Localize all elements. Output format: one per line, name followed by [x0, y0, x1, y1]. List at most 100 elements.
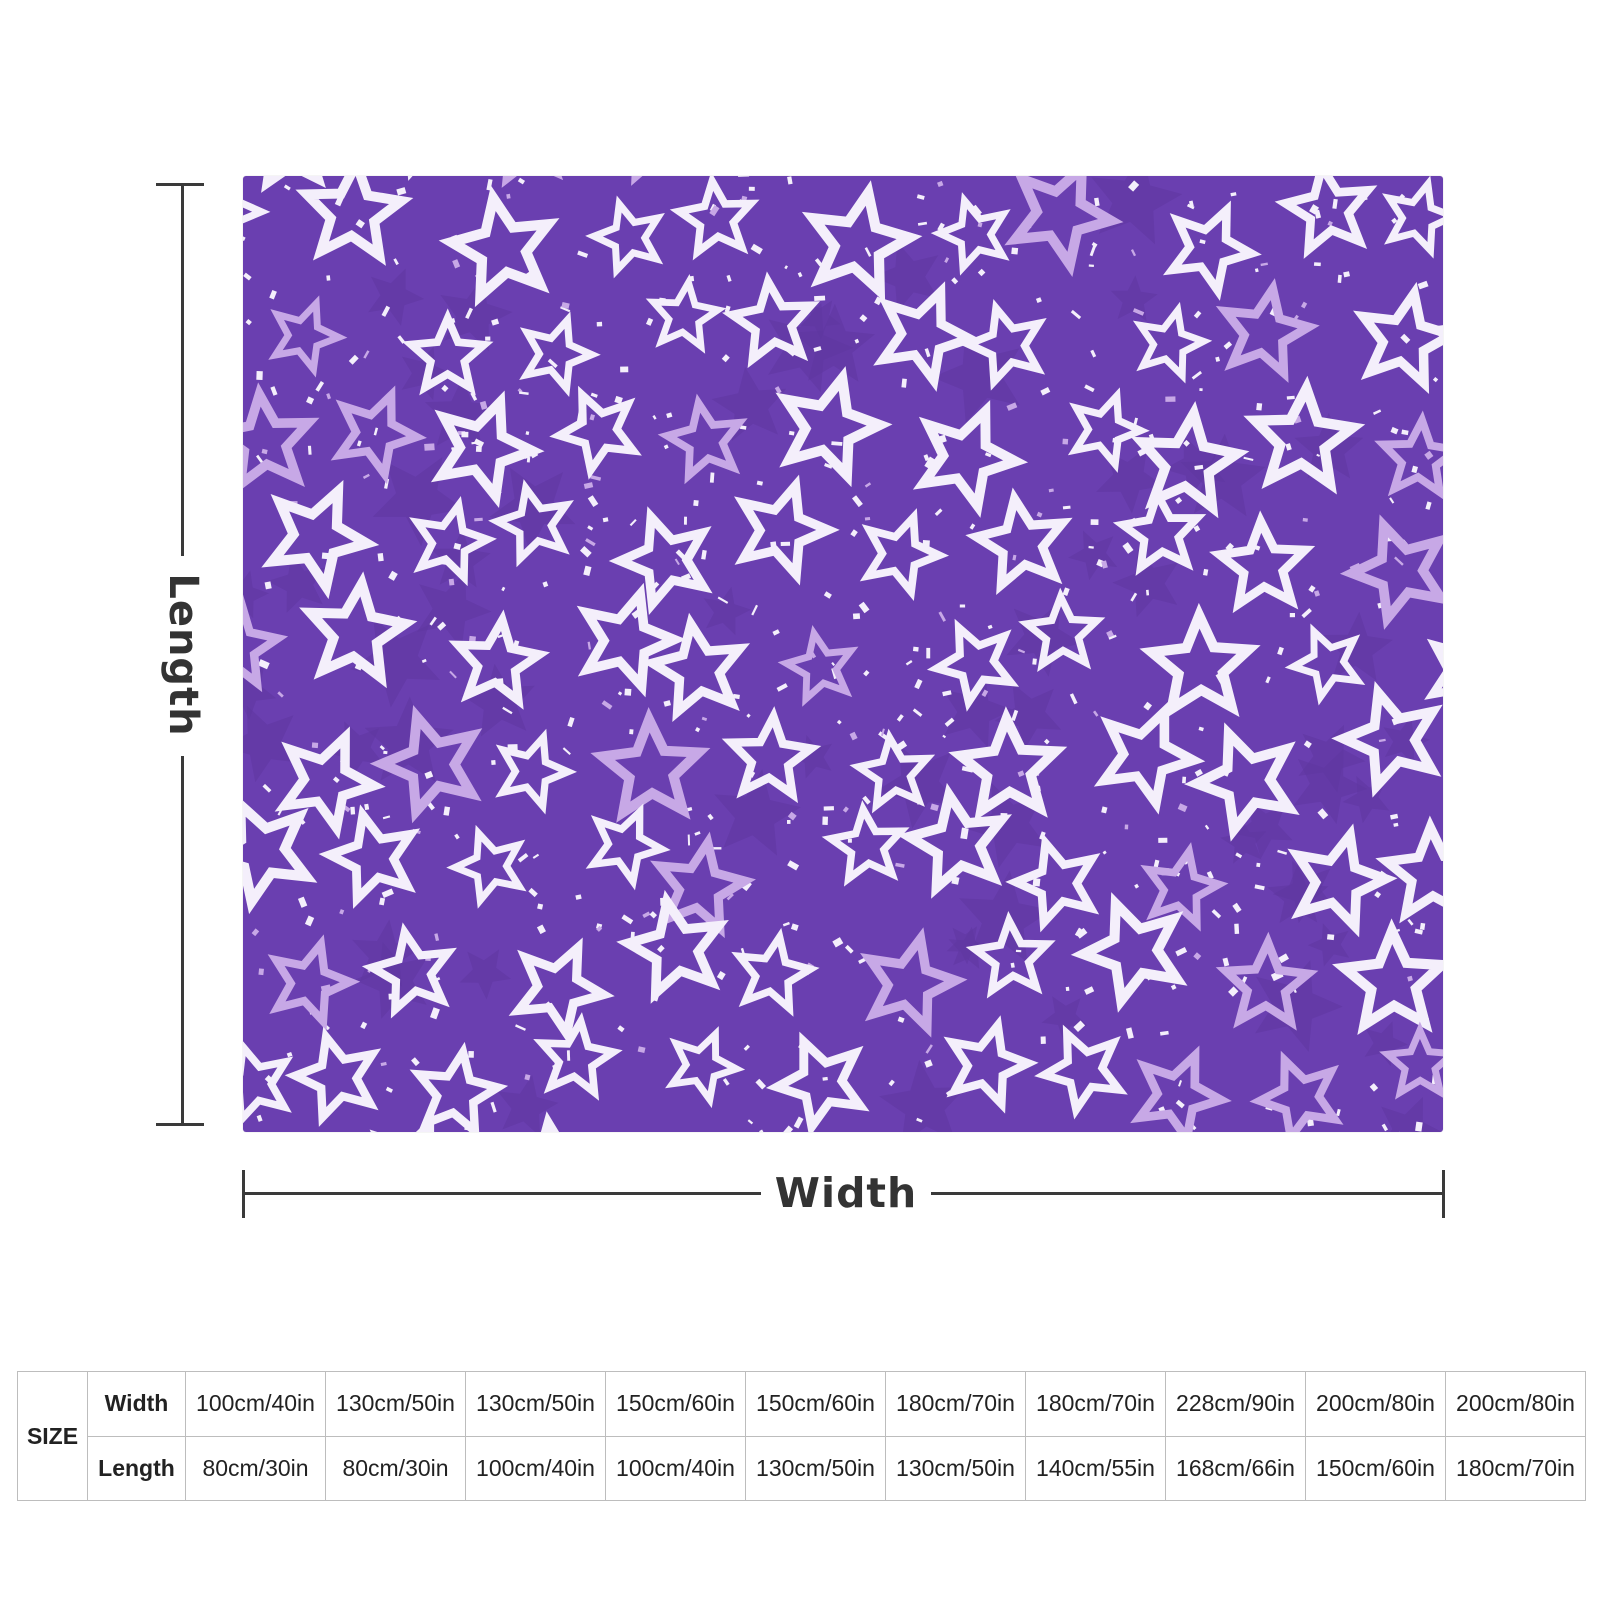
dark-star: [372, 457, 465, 547]
white-star: [549, 385, 642, 480]
confetti-fleck: [901, 378, 907, 388]
blanket-image: [243, 176, 1443, 1132]
width-cell: 100cm/40in: [185, 1371, 326, 1437]
confetti-fleck: [780, 541, 791, 547]
lilac-star: [1215, 931, 1319, 1031]
confetti-fleck: [1424, 450, 1434, 460]
confetti-fleck: [621, 914, 634, 925]
width-cell: 150cm/60in: [605, 1371, 746, 1437]
confetti-fleck: [823, 591, 832, 599]
confetti-fleck: [1419, 922, 1426, 931]
width-dimension-line-left: [243, 1192, 761, 1195]
confetti-fleck: [1040, 387, 1051, 396]
confetti-fleck: [561, 302, 570, 309]
white-star: [1209, 510, 1316, 614]
confetti-fleck: [1337, 274, 1342, 283]
confetti-fleck: [261, 448, 268, 455]
confetti-fleck: [854, 338, 860, 344]
confetti-fleck: [849, 731, 858, 741]
confetti-fleck: [629, 729, 634, 735]
confetti-fleck: [850, 529, 858, 538]
confetti-fleck: [862, 795, 871, 805]
white-star: [859, 508, 950, 601]
lilac-star: [590, 706, 711, 823]
confetti-fleck: [525, 431, 530, 436]
dark-star: [267, 553, 326, 613]
dark-star: [368, 268, 425, 326]
confetti-fleck: [787, 860, 800, 871]
white-star: [1034, 1024, 1128, 1120]
confetti-fleck: [793, 1116, 804, 1129]
confetti-fleck: [1175, 947, 1188, 957]
confetti-fleck: [824, 463, 833, 469]
confetti-fleck: [784, 265, 788, 270]
confetti-fleck: [938, 611, 946, 622]
confetti-fleck: [905, 659, 913, 666]
white-star: [1067, 387, 1150, 473]
dark-star: [942, 674, 1014, 748]
dark-star: [1220, 817, 1267, 864]
confetti-fleck: [1265, 676, 1271, 684]
confetti-fleck: [674, 558, 680, 566]
white-star: [722, 271, 821, 369]
confetti-fleck: [1198, 726, 1204, 732]
confetti-fleck: [1204, 824, 1210, 830]
confetti-fleck: [657, 944, 665, 953]
confetti-fleck: [355, 219, 365, 229]
confetti-fleck: [1289, 613, 1295, 618]
confetti-fleck: [580, 545, 592, 558]
confetti-fleck: [364, 803, 370, 811]
confetti-fleck: [960, 827, 969, 840]
confetti-fleck: [645, 317, 654, 326]
confetti-fleck: [895, 862, 905, 868]
lilac-star: [1339, 514, 1443, 630]
confetti-fleck: [1146, 589, 1150, 596]
confetti-fleck: [1199, 239, 1206, 245]
confetti-fleck: [1389, 497, 1395, 504]
white-star: [448, 609, 551, 710]
confetti-fleck: [981, 689, 989, 698]
confetti-fleck: [1254, 884, 1265, 891]
white-star: [1112, 484, 1207, 576]
confetti-fleck: [701, 549, 707, 560]
confetti-fleck: [1159, 1030, 1169, 1036]
confetti-fleck: [629, 518, 637, 527]
confetti-fleck: [1062, 505, 1071, 510]
white-star: [488, 479, 574, 568]
white-star: [897, 782, 1013, 899]
length-cell: 140cm/55in: [1025, 1435, 1166, 1501]
confetti-fleck: [1062, 438, 1069, 445]
confetti-fleck: [772, 629, 780, 636]
white-star: [849, 728, 936, 814]
confetti-fleck: [454, 833, 460, 840]
confetti-fleck: [1301, 608, 1312, 619]
confetti-fleck: [1234, 923, 1240, 935]
confetti-fleck: [1191, 370, 1202, 380]
lilac-star: [330, 385, 427, 485]
confetti-fleck: [243, 272, 252, 281]
confetti-fleck: [709, 204, 720, 217]
confetti-fleck: [787, 176, 793, 185]
white-star: [243, 1041, 294, 1124]
white-star: [430, 390, 545, 508]
confetti-fleck: [1222, 957, 1230, 967]
confetti-fleck: [1158, 837, 1168, 843]
confetti-fleck: [587, 525, 594, 531]
confetti-fleck: [377, 552, 384, 562]
confetti-fleck: [283, 184, 291, 191]
confetti-fleck: [502, 706, 513, 715]
confetti-fleck: [822, 1076, 828, 1081]
confetti-fleck: [262, 783, 272, 793]
length-cell: 100cm/40in: [465, 1435, 606, 1501]
confetti-fleck: [1411, 465, 1418, 474]
confetti-fleck: [528, 887, 538, 898]
confetti-fleck: [917, 221, 928, 226]
length-dimension-line-top: [181, 184, 184, 556]
confetti-fleck: [1414, 928, 1424, 935]
dark-star: [416, 571, 492, 649]
confetti-fleck: [1303, 740, 1312, 749]
confetti-fleck: [695, 727, 701, 733]
dark-star: [1091, 176, 1183, 245]
confetti-fleck: [937, 222, 945, 232]
white-star: [965, 487, 1073, 595]
